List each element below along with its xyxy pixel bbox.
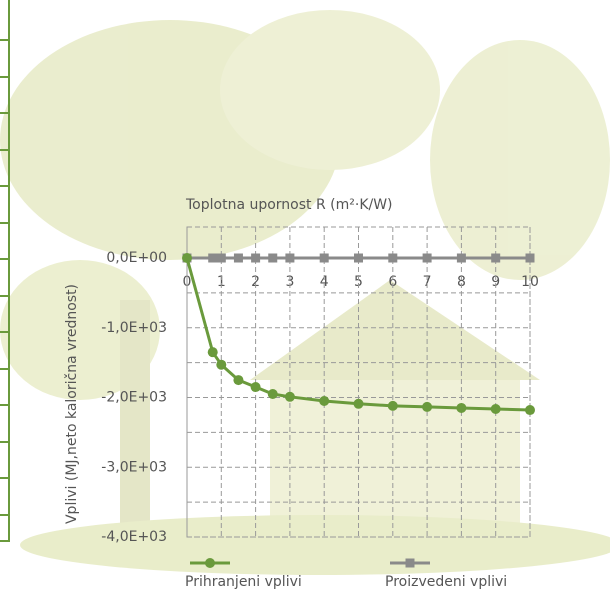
data-point bbox=[354, 253, 363, 263]
x-tick-label: 10 bbox=[521, 274, 539, 290]
data-point bbox=[250, 382, 261, 393]
data-point bbox=[182, 253, 192, 263]
data-point bbox=[207, 347, 218, 358]
data-point bbox=[216, 359, 227, 370]
data-point bbox=[388, 253, 398, 263]
x-tick-label: 7 bbox=[423, 274, 432, 290]
x-tick-label: 5 bbox=[354, 274, 363, 290]
data-point bbox=[319, 395, 330, 406]
legend-marker bbox=[205, 558, 215, 568]
legend-marker bbox=[405, 558, 415, 568]
x-axis-title: Toplotna upornost R (m²·K/W) bbox=[185, 197, 393, 213]
x-tick-label: 4 bbox=[320, 274, 329, 290]
data-point bbox=[456, 253, 466, 263]
x-tick-label: 3 bbox=[285, 274, 294, 290]
data-point bbox=[233, 375, 244, 386]
data-point bbox=[208, 253, 218, 263]
data-point bbox=[268, 253, 278, 263]
data-point bbox=[525, 253, 535, 263]
legend-label: Prihranjeni vplivi bbox=[185, 574, 302, 590]
y-tick-label: -4,0E+03 bbox=[101, 529, 167, 545]
x-tick-label: 9 bbox=[491, 274, 500, 290]
data-point bbox=[491, 253, 501, 263]
data-point bbox=[387, 400, 398, 411]
y-tick-label: -3,0E+03 bbox=[101, 459, 167, 475]
y-tick-label: -2,0E+03 bbox=[101, 390, 167, 406]
data-point bbox=[251, 253, 261, 263]
data-point bbox=[422, 401, 433, 412]
x-tick-label: 2 bbox=[251, 274, 260, 290]
data-point bbox=[319, 253, 329, 263]
data-point bbox=[490, 404, 501, 415]
x-tick-label: 1 bbox=[217, 274, 226, 290]
y-tick-label: 0,0E+00 bbox=[106, 250, 167, 266]
data-point bbox=[216, 253, 226, 263]
y-tick-label: -1,0E+03 bbox=[101, 320, 167, 336]
x-tick-label: 6 bbox=[388, 274, 397, 290]
background-art bbox=[0, 10, 610, 575]
left-axis-fragment bbox=[0, 0, 10, 542]
data-point bbox=[456, 402, 467, 413]
y-axis-title: Vplivi (MJ,neto kalorična vrednost) bbox=[64, 284, 80, 524]
data-point bbox=[233, 253, 243, 263]
data-point bbox=[422, 253, 432, 263]
legend-label: Proizvedeni vplivi bbox=[385, 574, 507, 590]
data-point bbox=[267, 389, 278, 400]
x-tick-label: 8 bbox=[457, 274, 466, 290]
data-point bbox=[285, 253, 295, 263]
data-point bbox=[353, 398, 364, 409]
data-point bbox=[284, 391, 295, 402]
data-point bbox=[525, 405, 535, 416]
x-tick-label: 0 bbox=[183, 274, 192, 290]
